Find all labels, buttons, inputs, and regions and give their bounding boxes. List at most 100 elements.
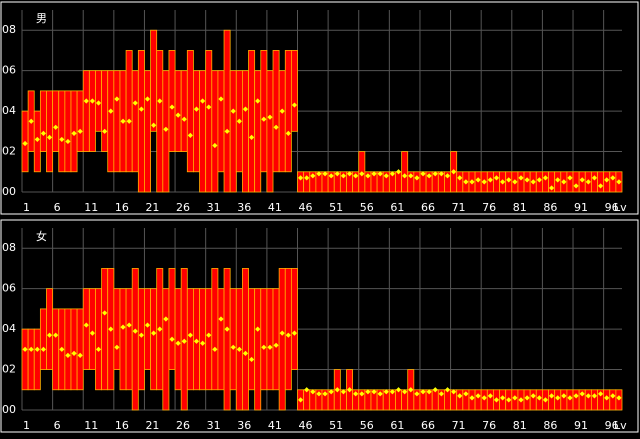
mean-marker [579, 177, 585, 183]
mean-marker [169, 336, 175, 342]
range-bar [590, 171, 598, 193]
mean-marker [77, 352, 83, 358]
mean-marker [359, 171, 365, 177]
range-bar [266, 288, 274, 391]
mean-marker [175, 112, 181, 118]
y-tick-label: 02 [2, 145, 16, 158]
mean-marker [597, 183, 604, 189]
y-tick-label: 08 [2, 23, 16, 36]
mean-marker [610, 175, 616, 181]
mean-marker [83, 322, 89, 328]
mean-marker [420, 389, 426, 395]
mean-marker [46, 332, 53, 338]
range-bar [248, 50, 256, 193]
mean-marker [71, 130, 77, 136]
mean-marker [334, 387, 340, 393]
range-bar [486, 389, 494, 411]
range-bar [180, 70, 188, 152]
range-bar [560, 389, 568, 411]
range-bar [101, 268, 109, 391]
mean-marker [340, 173, 347, 179]
y-tick-label: 08 [2, 241, 16, 254]
range-bar [168, 268, 176, 370]
mean-marker [444, 387, 451, 393]
y-tick-label: 06 [2, 64, 16, 77]
mean-marker [95, 346, 102, 352]
range-bar [272, 50, 280, 173]
x-axis-label: Lv [614, 201, 627, 214]
y-tick-label: 00 [2, 185, 16, 198]
mean-marker [389, 171, 396, 177]
range-bar [137, 288, 145, 391]
x-tick-label: 46 [299, 419, 313, 432]
range-bar [52, 308, 60, 391]
range-bar [162, 288, 170, 411]
mean-marker [108, 108, 114, 114]
mean-marker [487, 393, 493, 399]
mean-marker [71, 350, 77, 356]
range-bar [27, 328, 35, 391]
range-bar [205, 50, 213, 193]
mean-marker [132, 100, 138, 106]
mean-marker [267, 344, 273, 350]
mean-marker [187, 132, 193, 138]
range-bar [39, 308, 47, 370]
range-bar [211, 70, 219, 193]
mean-marker [512, 395, 518, 401]
range-bar [303, 171, 311, 193]
mean-marker [487, 177, 493, 183]
range-bar [58, 90, 66, 173]
range-bar [168, 50, 176, 152]
mean-marker [469, 395, 475, 401]
mean-marker [206, 332, 212, 338]
mean-marker [157, 326, 163, 332]
x-tick-label: 16 [115, 419, 129, 432]
mean-marker [89, 330, 96, 336]
range-bar [474, 389, 482, 411]
range-bar [297, 171, 305, 193]
range-bar [131, 268, 139, 411]
range-bar [186, 288, 194, 391]
mean-marker [34, 346, 40, 352]
range-bar [101, 70, 109, 152]
mean-marker [463, 179, 469, 185]
y-tick-label: 06 [2, 282, 16, 295]
range-bar [64, 90, 72, 173]
mean-marker [585, 179, 591, 185]
range-bar [456, 389, 464, 411]
range-bar [242, 70, 249, 193]
mean-marker [536, 395, 542, 401]
mean-marker [304, 387, 310, 393]
mean-marker [610, 393, 616, 399]
mean-marker [120, 118, 126, 124]
x-tick-label: 1 [23, 201, 30, 214]
range-bar [131, 70, 139, 173]
mean-marker [261, 116, 267, 122]
x-tick-label: 1 [23, 419, 30, 432]
mean-marker [426, 389, 432, 395]
mean-marker [46, 134, 53, 140]
mean-marker [524, 395, 530, 401]
mean-marker [426, 173, 432, 179]
mean-marker [59, 346, 65, 352]
x-tick-label: 51 [329, 419, 343, 432]
range-bar [217, 70, 225, 173]
mean-marker [383, 173, 389, 179]
range-bar [95, 288, 102, 391]
mean-marker [126, 118, 132, 124]
mean-marker [163, 126, 169, 132]
range-bar [395, 389, 402, 411]
range-bar [542, 171, 549, 193]
range-bar [493, 171, 500, 193]
mean-marker [316, 171, 322, 177]
range-bar [52, 90, 60, 152]
mean-marker [542, 175, 549, 181]
panel-title: 男 [36, 12, 47, 25]
mean-marker [114, 344, 120, 350]
x-tick-label: 66 [421, 419, 435, 432]
range-bar [395, 171, 402, 193]
mean-marker [28, 346, 34, 352]
x-tick-label: 21 [145, 419, 159, 432]
mean-marker [212, 142, 218, 149]
